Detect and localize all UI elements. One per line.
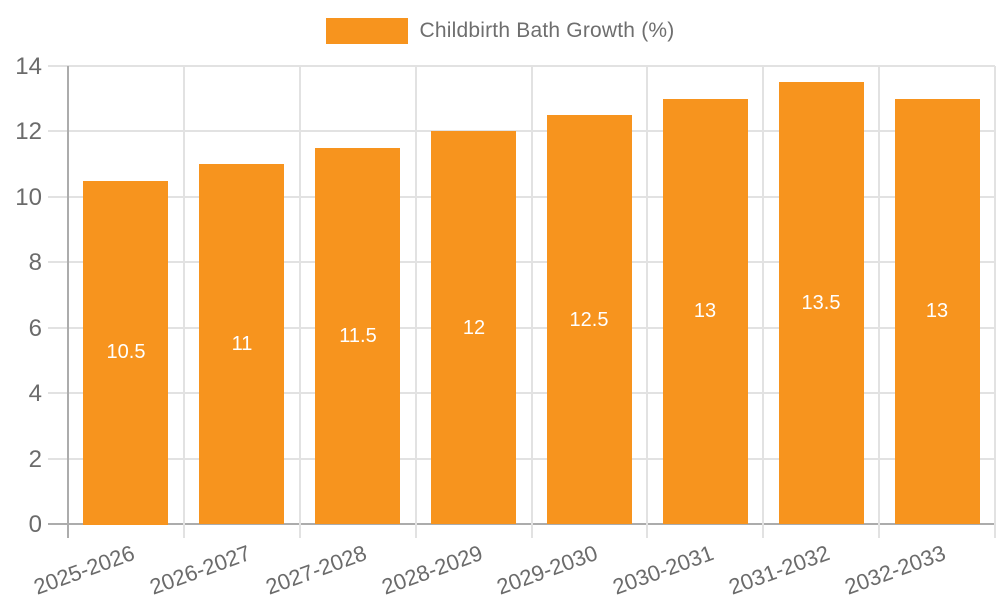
bar[interactable]: [199, 164, 284, 524]
bar[interactable]: [779, 82, 864, 524]
x-grid-line: [182, 66, 185, 538]
legend-swatch-icon: [325, 18, 408, 44]
x-grid-line: [762, 66, 765, 538]
bar[interactable]: [547, 115, 632, 524]
x-grid-line: [994, 66, 996, 538]
bar[interactable]: [315, 148, 400, 524]
y-grid-line: [48, 457, 995, 460]
y-axis-line: [67, 66, 69, 538]
legend-label: Childbirth Bath Growth (%): [419, 19, 675, 42]
bar[interactable]: [663, 99, 748, 524]
y-grid-line: [48, 392, 995, 395]
y-tick-label: 10: [15, 183, 42, 211]
y-tick-label: 8: [28, 249, 42, 277]
y-tick-label: 2: [28, 445, 42, 473]
legend-item[interactable]: Childbirth Bath Growth (%): [0, 18, 1000, 44]
x-grid-line: [530, 66, 533, 538]
y-grid-line: [48, 130, 995, 133]
bar[interactable]: [83, 181, 168, 525]
y-grid-line: [48, 326, 995, 329]
y-tick-label: 14: [15, 53, 42, 80]
y-tick-label: 6: [28, 314, 42, 342]
y-grid-line: [48, 195, 995, 198]
bar[interactable]: [895, 99, 980, 524]
x-grid-line: [878, 66, 881, 538]
x-grid-line: [414, 66, 417, 538]
y-tick-label: 4: [28, 380, 42, 408]
x-grid-line: [298, 66, 301, 538]
y-grid-line: [48, 65, 995, 67]
y-tick-label: 0: [28, 511, 42, 538]
bar[interactable]: [431, 131, 516, 524]
x-grid-line: [646, 66, 649, 538]
x-axis-line: [48, 523, 995, 525]
y-grid-line: [48, 261, 995, 264]
y-tick-label: 12: [15, 118, 42, 146]
